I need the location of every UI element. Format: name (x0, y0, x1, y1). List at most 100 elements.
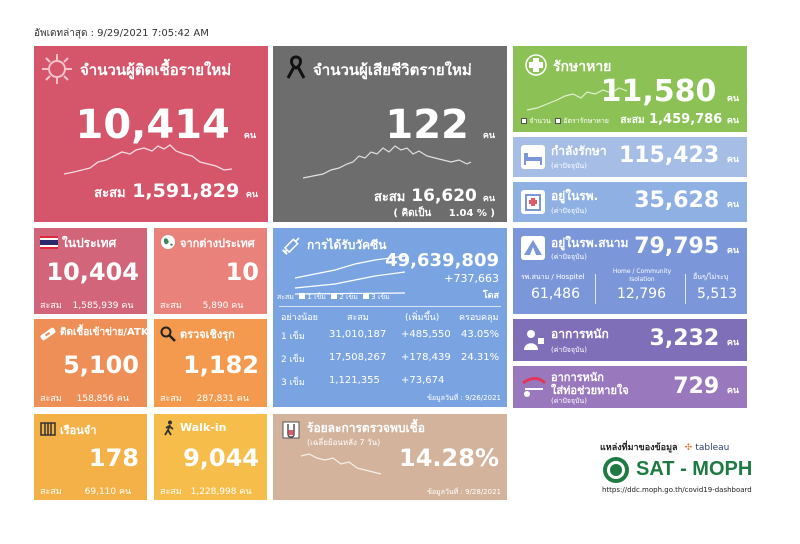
vaccine-row-1-coverage: 43.05% (461, 329, 500, 340)
domestic-total-row: สะสม 1,585,939 คน (40, 301, 134, 311)
foreign-title: จากต่างประเทศ (180, 237, 255, 250)
positivity-value: 14.28% (399, 444, 499, 472)
deaths-number: 122 (385, 102, 469, 148)
recovered-title: รักษาหาย (553, 59, 612, 75)
field-col-home-label: Home / Community Isolation (612, 268, 672, 283)
deaths-total: 16,620 (411, 186, 477, 206)
ribbon-icon (286, 55, 306, 79)
recovered-total: 1,459,786 (649, 112, 723, 127)
positivity-title: ร้อยละการตรวจพบเชื้อ (307, 421, 425, 435)
treating-value: 115,423 คน (618, 143, 739, 168)
vaccine-row-3-total: 1,121,355 (329, 375, 380, 386)
positivity-date: ข้อมูลวันที่ : 9/28/2021 (427, 488, 501, 496)
field-hospital-value: 79,795 คน (634, 234, 739, 259)
deaths-trend (302, 145, 472, 179)
treating-sub: (ค่าปัจจุบัน) (551, 162, 587, 170)
field-col-divider-2 (685, 274, 686, 304)
vaccine-title: การได้รับวัคซีน (307, 238, 387, 252)
source-label: แหล่งที่มาของข้อมูล (600, 443, 678, 453)
field-hospital-panel[interactable]: อยู่ในรพ.สนาม (ค่าปัจจุบัน) 79,795 คน รพ… (513, 228, 747, 314)
treating-number: 115,423 (618, 143, 720, 168)
vaccine-row-3-delta: +73,674 (401, 375, 445, 386)
deaths-title: จำนวนผู้เสียชีวิตรายใหม่ (313, 61, 472, 79)
vaccine-row-3-dose: 3 เข็ม (281, 378, 305, 388)
hospital-sub: (ค่าปัจจุบัน) (551, 207, 587, 215)
vaccine-header-coverage: ครอบคลุม (459, 313, 499, 323)
vaccine-total: 49,639,809 (385, 250, 499, 271)
active-search-total-row: สะสม 287,831 คน (160, 394, 249, 404)
source-url[interactable]: https://ddc.moph.go.th/covid19-dashboard (602, 486, 752, 494)
new-cases-panel[interactable]: จำนวนผู้ติดเชื้อรายใหม่ 10,414 คน สะสม 1… (34, 46, 268, 222)
vaccine-panel[interactable]: การได้รับวัคซีน 49,639,809 +737,663 โดส … (273, 228, 507, 407)
ventilator-value: 729 คน (673, 374, 739, 399)
severe-panel[interactable]: อาการหนัก (ค่าปัจจุบัน) 3,232 คน (513, 319, 747, 361)
field-col-home-value: 12,796 (617, 286, 666, 302)
ventilator-sub: (ค่าปัจจุบัน) (551, 397, 587, 405)
ventilator-panel[interactable]: อาการหนัก ใส่ท่อช่วยหายใจ (ค่าปัจจุบัน) … (513, 366, 747, 408)
vaccine-row-1-total: 31,010,187 (329, 329, 387, 340)
prison-panel[interactable]: เรือนจำ 178 สะสม 69,110 คน (34, 414, 147, 500)
vaccine-row-1-dose: 1 เข็ม (281, 332, 305, 342)
new-cases-total-row: สะสม 1,591,829 คน (94, 180, 258, 202)
vaccine-delta: +737,663 (444, 272, 499, 285)
new-cases-number: 10,414 (75, 102, 230, 148)
ventilator-number: 729 (673, 374, 720, 399)
ventilator-title: อาการหนัก (551, 371, 604, 384)
recovered-trend (526, 87, 628, 111)
recovered-number: 11,580 (600, 74, 717, 109)
hospital-icon (521, 190, 545, 214)
vaccine-row-2-total: 17,508,267 (329, 352, 387, 363)
last-updated: อัพเดทล่าสุด : 9/29/2021 7:05:42 AM (34, 28, 209, 39)
recovered-panel[interactable]: รักษาหาย 11,580 คน จำนวน อัตรารักษาหาย ส… (513, 46, 747, 132)
hospital-title: อยู่ในรพ. (551, 189, 599, 203)
tableau-label: tableau (695, 443, 730, 453)
hospital-panel[interactable]: อยู่ในรพ. (ค่าปัจจุบัน) 35,628 คน (513, 182, 747, 222)
magnifier-icon (160, 326, 176, 342)
positivity-panel[interactable]: ร้อยละการตรวจพบเชื้อ (เฉลี่ยย้อนหลัง 7 ว… (273, 414, 507, 500)
vaccine-header-total: สะสม (347, 313, 369, 323)
walkin-panel[interactable]: Walk-in 9,044 สะสม 1,228,998 คน (154, 414, 267, 500)
deaths-panel[interactable]: จำนวนผู้เสียชีวิตรายใหม่ 122 คน สะสม 16,… (273, 46, 507, 222)
syringe-icon (282, 237, 300, 255)
atk-value: 5,100 (63, 351, 139, 379)
field-col-hospitel-label: รพ.สนาม / Hospitel (521, 273, 585, 281)
prison-value: 178 (88, 444, 139, 472)
foreign-total-row: สะสม 5,890 คน (160, 301, 244, 311)
vaccine-row-1-delta: +485,550 (401, 329, 451, 340)
active-search-value: 1,182 (183, 351, 259, 379)
test-tube-icon (282, 421, 300, 439)
treating-panel[interactable]: กำลังรักษา (ค่าปัจจุบัน) 115,423 คน (513, 137, 747, 177)
treating-title: กำลังรักษา (551, 144, 607, 158)
vaccine-row-2-coverage: 24.31% (461, 352, 500, 363)
medical-cross-icon (525, 54, 547, 76)
positivity-trend (300, 453, 382, 475)
globe-icon (161, 235, 175, 249)
atk-total: 158,856 (76, 394, 114, 404)
domestic-value: 10,404 (46, 258, 139, 286)
vaccine-row-2-dose: 2 เข็ม (281, 355, 305, 365)
source-label-row: แหล่งที่มาของข้อมูล ✣ tableau (600, 440, 729, 454)
severe-number: 3,232 (649, 326, 720, 351)
atk-panel[interactable]: ติดเชื้อเข้าข่าย/ATK 5,100 สะสม 158,856 … (34, 319, 147, 407)
field-hospital-sub: (ค่าปัจจุบัน) (551, 253, 587, 261)
thai-flag-icon (40, 236, 58, 249)
active-search-total: 287,831 (196, 394, 234, 404)
positivity-sub: (เฉลี่ยย้อนหลัง 7 วัน) (307, 438, 381, 447)
org-name: SAT - MOPH (636, 458, 753, 480)
atk-total-row: สะสม 158,856 คน (40, 394, 129, 404)
tableau-icon: ✣ (684, 443, 693, 453)
severe-title: อาการหนัก (551, 327, 609, 341)
new-cases-value: 10,414 คน (75, 102, 256, 148)
vaccine-header-atleast: อย่างน้อย (281, 313, 318, 323)
active-search-title: ตรวจเชิงรุก (180, 328, 235, 341)
domestic-panel[interactable]: ในประเทศ 10,404 สะสม 1,585,939 คน (34, 228, 147, 314)
active-search-panel[interactable]: ตรวจเชิงรุก 1,182 สะสม 287,831 คน (154, 319, 267, 407)
recovered-value: 11,580 คน (600, 74, 739, 109)
foreign-panel[interactable]: จากต่างประเทศ 10 สะสม 5,890 คน (154, 228, 267, 314)
test-kit-icon (40, 327, 56, 341)
patient-icon (524, 330, 544, 350)
vaccine-dose-unit: โดส (482, 291, 499, 301)
deaths-percent: 1.04 % (448, 208, 487, 219)
deaths-total-row: สะสม 16,620 คน (373, 186, 495, 206)
domestic-total: 1,585,939 (72, 301, 119, 311)
